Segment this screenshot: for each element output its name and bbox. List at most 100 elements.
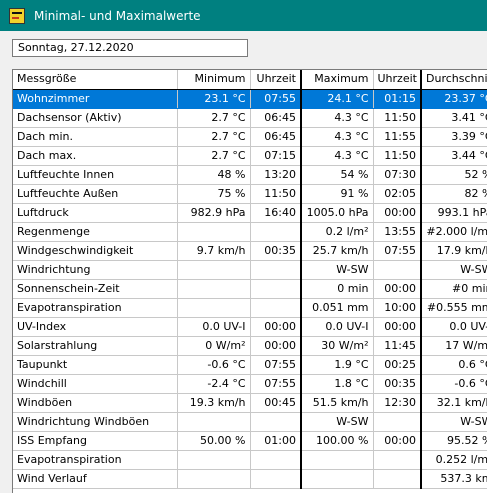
cell-minimum: 19.3 km/h bbox=[177, 393, 251, 413]
cell-durchschnitt: 3.41 °C bbox=[421, 108, 487, 128]
cell-messgroesse: Windgeschwindigkeit bbox=[13, 241, 178, 261]
cell-messgroesse: Luftfeuchte Innen bbox=[13, 165, 178, 185]
cell-minimum bbox=[177, 222, 251, 242]
cell-max-uhrzeit: 00:00 bbox=[373, 317, 422, 337]
cell-maximum: 4.3 °C bbox=[301, 146, 374, 166]
column-header-max-uhrzeit[interactable]: Uhrzeit bbox=[373, 70, 422, 90]
title-bar[interactable]: Minimal- und Maximalwerte bbox=[0, 0, 487, 31]
cell-max-uhrzeit: 02:05 bbox=[373, 184, 422, 204]
cell-maximum: 54 % bbox=[301, 165, 374, 185]
table-row[interactable]: Dach min.2.7 °C06:454.3 °C11:553.39 °C bbox=[13, 127, 487, 147]
cell-max-uhrzeit bbox=[373, 450, 422, 470]
cell-maximum: 1.9 °C bbox=[301, 355, 374, 375]
table-row[interactable]: Solarstrahlung 0 W/m² 00:00 30 W/m² 11:45 17 … bbox=[13, 336, 487, 356]
cell-min-uhrzeit: 13:20 bbox=[250, 165, 302, 185]
cell-max-uhrzeit bbox=[373, 260, 422, 280]
cell-durchschnitt: 23.37 °C bbox=[421, 89, 487, 109]
table-row[interactable]: Wohnzimmer 23.1 °C 07:55 24.1 °C 01:15 23.37 … bbox=[13, 89, 487, 109]
cell-minimum bbox=[177, 469, 251, 489]
cell-durchschnitt: 0.6 °C bbox=[421, 355, 487, 375]
cell-messgroesse: Luftfeuchte Außen bbox=[13, 184, 178, 204]
table-row[interactable]: Wind Verlauf 537.3 km bbox=[13, 469, 487, 489]
cell-durchschnitt: 32.1 km/h bbox=[421, 393, 487, 413]
cell-messgroesse: Taupunkt bbox=[13, 355, 178, 375]
table-row[interactable]: Windrichtung Windböen W-SW W-SW bbox=[13, 412, 487, 432]
table-row[interactable]: UV-Index 0.0 UV-I 00:00 0.0 UV-I 00:00 0.0 UV… bbox=[13, 317, 487, 337]
cell-max-uhrzeit: 00:00 bbox=[373, 431, 422, 451]
cell-messgroesse: Windchill bbox=[13, 374, 178, 394]
table-row[interactable]: ISS Empfang 50.00 % 01:00 100.00 % 00:00 95.5… bbox=[13, 431, 487, 451]
cell-min-uhrzeit: 00:00 bbox=[250, 336, 302, 356]
table-row[interactable]: Windböen 19.3 km/h 00:45 51.5 km/h 12:30 32.1… bbox=[13, 393, 487, 413]
cell-durchschnitt: 537.3 km bbox=[421, 469, 487, 489]
cell-maximum: 30 W/m² bbox=[301, 336, 374, 356]
cell-maximum: 0.2 l/m² bbox=[301, 222, 374, 242]
column-header-minimum[interactable]: Minimum bbox=[177, 70, 251, 90]
cell-max-uhrzeit: 12:30 bbox=[373, 393, 422, 413]
cell-maximum: 91 % bbox=[301, 184, 374, 204]
cell-messgroesse: Sonnenschein-Zeit bbox=[13, 279, 178, 299]
cell-durchschnitt: 82 % bbox=[421, 184, 487, 204]
cell-min-uhrzeit: 16:40 bbox=[250, 203, 302, 223]
table-row[interactable]: Windchill-2.4 °C07:551.8 °C00:35-0.6 °C bbox=[13, 374, 487, 394]
column-header-min-uhrzeit[interactable]: Uhrzeit bbox=[250, 70, 302, 90]
cell-messgroesse: UV-Index bbox=[13, 317, 178, 337]
column-header-maximum[interactable]: Maximum bbox=[301, 70, 374, 90]
cell-durchschnitt: 3.44 °C bbox=[421, 146, 487, 166]
table-row[interactable]: Dachsensor (Aktiv) 2.7 °C 06:45 4.3 °C 11:50… bbox=[13, 108, 487, 128]
table-row[interactable]: Dach max.2.7 °C07:154.3 °C11:503.44 °C bbox=[13, 146, 487, 166]
cell-min-uhrzeit: 06:45 bbox=[250, 127, 302, 147]
cell-max-uhrzeit: 11:50 bbox=[373, 108, 422, 128]
table-row[interactable]: Windgeschwindigkeit 9.7 km/h 00:35 25.7 km/… bbox=[13, 241, 487, 261]
cell-maximum: 4.3 °C bbox=[301, 127, 374, 147]
cell-maximum: 1.8 °C bbox=[301, 374, 374, 394]
cell-min-uhrzeit bbox=[250, 222, 302, 242]
cell-durchschnitt: #2.000 l/m² bbox=[421, 222, 487, 242]
minmax-table[interactable]: Messgröße Minimum Uhrzeit Maximum Uhrzei… bbox=[12, 69, 487, 493]
cell-messgroesse: Wind Verlauf bbox=[13, 469, 178, 489]
cell-maximum: 4.3 °C bbox=[301, 108, 374, 128]
cell-messgroesse: Regenmenge bbox=[13, 222, 178, 242]
cell-max-uhrzeit: 01:15 bbox=[373, 89, 422, 109]
cell-durchschnitt: #0 min bbox=[421, 279, 487, 299]
table-row[interactable]: Evapotranspiration 0.252 l/m² bbox=[13, 450, 487, 470]
cell-durchschnitt: -0.6 °C bbox=[421, 374, 487, 394]
cell-minimum: 2.7 °C bbox=[177, 127, 251, 147]
cell-min-uhrzeit: 01:00 bbox=[250, 431, 302, 451]
cell-messgroesse: Windböen bbox=[13, 393, 178, 413]
table-row[interactable]: Evapotranspiration 0.051 mm 10:00 #0.555 mm bbox=[13, 298, 487, 318]
cell-durchschnitt: 993.1 hPa bbox=[421, 203, 487, 223]
cell-minimum bbox=[177, 412, 251, 432]
cell-minimum: -0.6 °C bbox=[177, 355, 251, 375]
cell-maximum: W-SW bbox=[301, 260, 374, 280]
cell-durchschnitt: W-SW bbox=[421, 412, 487, 432]
column-header-durchschnitt[interactable]: Durchschnitt bbox=[421, 70, 487, 90]
cell-minimum: 0.0 UV-I bbox=[177, 317, 251, 337]
cell-messgroesse: Windrichtung Windböen bbox=[13, 412, 178, 432]
cell-messgroesse: Wohnzimmer bbox=[13, 89, 178, 109]
cell-min-uhrzeit bbox=[250, 412, 302, 432]
cell-maximum bbox=[301, 469, 374, 489]
cell-minimum: 2.7 °C bbox=[177, 108, 251, 128]
cell-minimum bbox=[177, 450, 251, 470]
table-row[interactable]: Regenmenge 0.2 l/m² 13:55 #2.000 l/m² bbox=[13, 222, 487, 242]
column-header-messgroesse[interactable]: Messgröße bbox=[13, 70, 178, 90]
table-row[interactable]: Windrichtung W-SW W-SW bbox=[13, 260, 487, 280]
cell-maximum: 0.051 mm bbox=[301, 298, 374, 318]
date-field[interactable]: Sonntag, 27.12.2020 bbox=[12, 39, 248, 57]
cell-max-uhrzeit: 00:00 bbox=[373, 279, 422, 299]
table-row[interactable]: Luftdruck 982.9 hPa 16:40 1005.0 hPa 00:00 99… bbox=[13, 203, 487, 223]
table-row[interactable]: Taupunkt-0.6 °C07:551.9 °C00:250.6 °C bbox=[13, 355, 487, 375]
cell-durchschnitt: W-SW bbox=[421, 260, 487, 280]
cell-max-uhrzeit bbox=[373, 412, 422, 432]
cell-min-uhrzeit: 07:15 bbox=[250, 146, 302, 166]
cell-max-uhrzeit: 11:55 bbox=[373, 127, 422, 147]
cell-minimum: 75 % bbox=[177, 184, 251, 204]
cell-min-uhrzeit: 11:50 bbox=[250, 184, 302, 204]
cell-max-uhrzeit: 13:55 bbox=[373, 222, 422, 242]
cell-min-uhrzeit bbox=[250, 450, 302, 470]
cell-minimum bbox=[177, 298, 251, 318]
